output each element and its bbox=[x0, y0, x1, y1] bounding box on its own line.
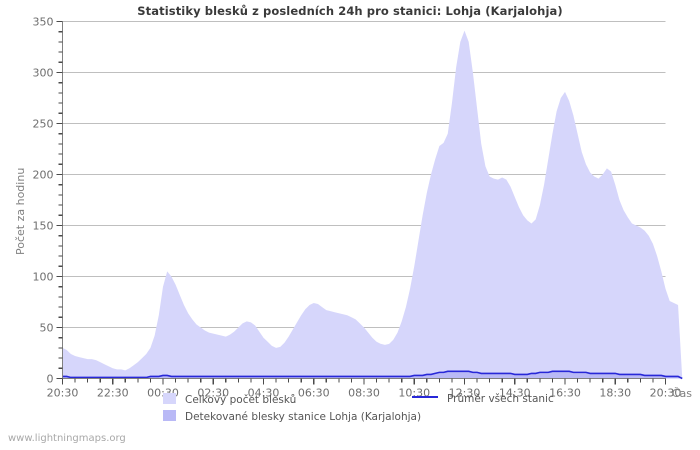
svg-text:12:30: 12:30 bbox=[449, 387, 481, 400]
svg-text:02:30: 02:30 bbox=[197, 387, 229, 400]
total-strikes-area bbox=[62, 30, 683, 379]
axis-ticks bbox=[56, 20, 667, 385]
legend-label-station: Detekované blesky stanice Lohja (Karjalo… bbox=[185, 411, 422, 423]
svg-text:100: 100 bbox=[33, 271, 54, 284]
svg-text:08:30: 08:30 bbox=[348, 387, 380, 400]
svg-text:150: 150 bbox=[33, 220, 54, 233]
legend-swatch-station bbox=[163, 410, 176, 421]
svg-text:200: 200 bbox=[33, 169, 54, 182]
legend-swatch-total bbox=[163, 393, 176, 404]
x-tick-labels: 20:3022:3000:3002:3004:3006:3008:3010:30… bbox=[47, 387, 682, 400]
svg-text:04:30: 04:30 bbox=[248, 387, 280, 400]
svg-text:0: 0 bbox=[47, 373, 54, 386]
svg-text:20:30: 20:30 bbox=[47, 387, 79, 400]
svg-text:14:30: 14:30 bbox=[499, 387, 531, 400]
legend-line-average bbox=[412, 396, 438, 398]
svg-text:06:30: 06:30 bbox=[298, 387, 330, 400]
legend-item-average: Průměr všech stanic bbox=[412, 393, 554, 405]
legend-label-total: Celkový počet blesků bbox=[185, 394, 297, 406]
y-tick-labels: 0 50 100 150 200 250 300 350 bbox=[33, 16, 54, 386]
legend-label-average: Průměr všech stanic bbox=[447, 393, 554, 405]
watermark: www.lightningmaps.org bbox=[8, 433, 126, 444]
svg-text:22:30: 22:30 bbox=[97, 387, 129, 400]
svg-text:250: 250 bbox=[33, 118, 54, 131]
page-title: Statistiky blesků z posledních 24h pro s… bbox=[137, 4, 563, 18]
svg-text:300: 300 bbox=[33, 67, 54, 80]
legend-item-total: Celkový počet blesků bbox=[163, 393, 296, 406]
svg-text:18:30: 18:30 bbox=[599, 387, 631, 400]
svg-text:350: 350 bbox=[33, 16, 54, 29]
svg-text:20:30: 20:30 bbox=[650, 387, 682, 400]
svg-text:16:30: 16:30 bbox=[549, 387, 581, 400]
x-axis-label: Čas bbox=[671, 387, 692, 400]
legend-item-station: Detekované blesky stanice Lohja (Karjalo… bbox=[163, 410, 421, 423]
svg-text:50: 50 bbox=[40, 322, 54, 335]
average-line bbox=[62, 370, 683, 380]
